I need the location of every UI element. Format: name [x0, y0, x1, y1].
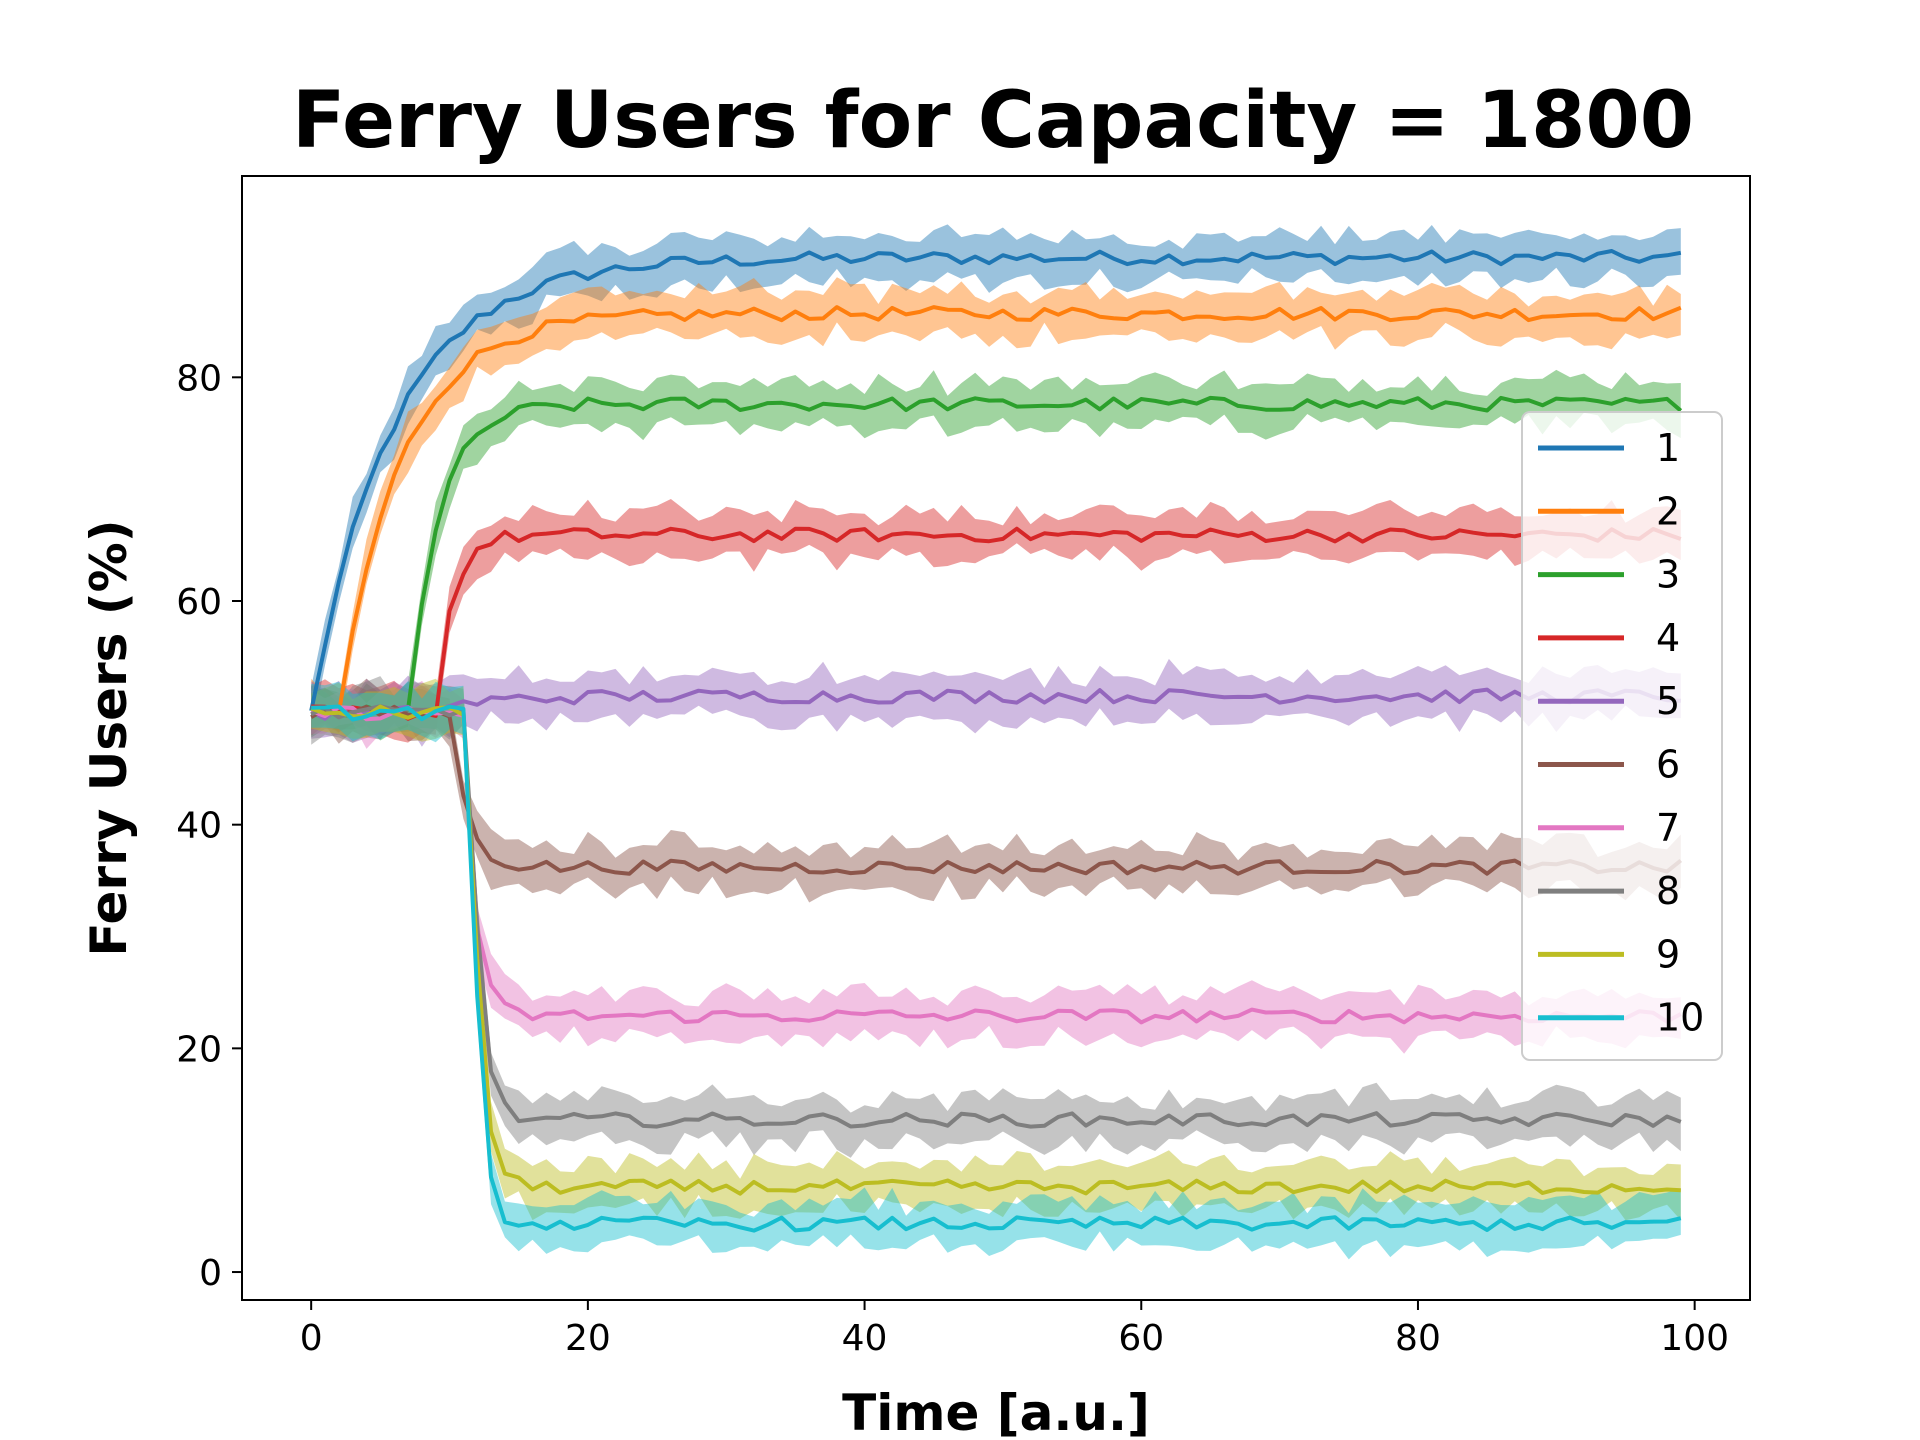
x-tick-label: 100 [1660, 1318, 1729, 1359]
x-axis-ticks: 0 20 40 60 80 100 [300, 1300, 1729, 1359]
chart-title: Ferry Users for Capacity = 1800 [292, 76, 1694, 166]
legend-label-4: 4 [1656, 616, 1680, 660]
legend-label-7: 7 [1656, 806, 1680, 850]
legend-label-6: 6 [1656, 743, 1680, 787]
y-axis-ticks: 0 20 40 60 80 [176, 358, 242, 1294]
band-series-9 [311, 678, 1681, 1221]
legend: 1 2 3 4 5 6 7 8 9 10 [1521, 411, 1723, 1061]
x-tick-label: 80 [1395, 1318, 1441, 1359]
legend-label-3: 3 [1656, 553, 1680, 597]
x-tick-label: 0 [300, 1318, 323, 1359]
band-series-2 [311, 277, 1681, 733]
y-tick-label: 80 [176, 358, 222, 399]
line-series-1 [309, 249, 1682, 712]
legend-label-2: 2 [1656, 489, 1680, 533]
band-series-6 [311, 678, 1681, 903]
line-series-6 [310, 704, 1683, 876]
y-tick-label: 20 [176, 1029, 222, 1070]
band-series-5 [311, 658, 1681, 747]
line-series-7 [310, 705, 1682, 1025]
line-series-5 [310, 687, 1681, 721]
series-lines [309, 249, 1683, 1233]
legend-label-5: 5 [1656, 679, 1680, 723]
legend-label-1: 1 [1656, 426, 1680, 470]
band-series-4 [311, 499, 1681, 743]
line-series-4 [311, 526, 1682, 721]
line-series-10 [311, 704, 1682, 1233]
line-series-3 [310, 395, 1683, 718]
x-tick-label: 40 [842, 1318, 888, 1359]
band-series-1 [311, 224, 1681, 735]
legend-label-10: 10 [1656, 996, 1704, 1040]
line-series-9 [310, 704, 1681, 1196]
x-tick-label: 20 [565, 1318, 611, 1359]
band-series-8 [311, 676, 1681, 1158]
x-tick-label: 60 [1118, 1318, 1164, 1359]
y-axis-label: Ferry Users (%) [80, 519, 138, 956]
band-series-3 [311, 369, 1681, 741]
legend-label-8: 8 [1656, 869, 1680, 913]
y-tick-label: 60 [176, 582, 222, 623]
line-series-8 [310, 704, 1682, 1129]
x-axis-label: Time [a.u.] [842, 1384, 1150, 1440]
y-tick-label: 40 [176, 806, 222, 847]
band-series-10 [311, 681, 1681, 1260]
y-tick-label: 0 [199, 1253, 222, 1294]
legend-label-9: 9 [1656, 932, 1680, 976]
plot-frame [241, 175, 1751, 1301]
line-series-2 [310, 305, 1682, 716]
